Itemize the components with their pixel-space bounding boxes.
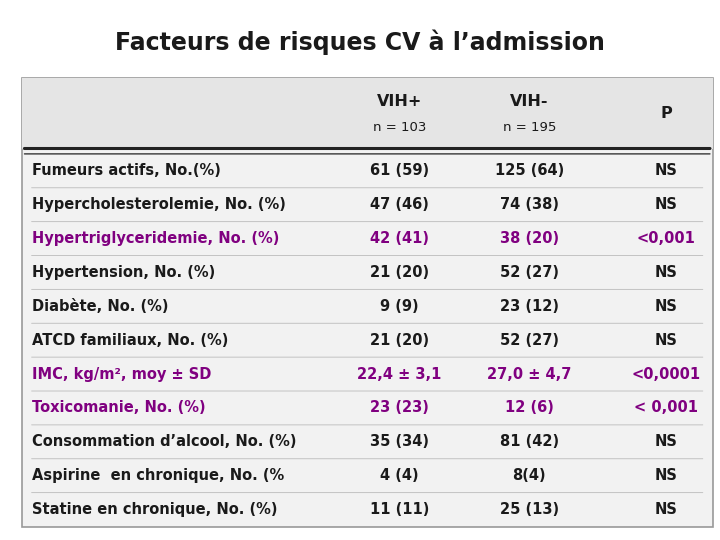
Text: NS: NS xyxy=(654,333,678,348)
Text: 8(4): 8(4) xyxy=(513,468,546,483)
Text: NS: NS xyxy=(654,434,678,449)
Text: 25 (13): 25 (13) xyxy=(500,502,559,517)
Text: NS: NS xyxy=(654,299,678,314)
Text: Hypertension, No. (%): Hypertension, No. (%) xyxy=(32,265,216,280)
Text: n = 195: n = 195 xyxy=(503,121,556,134)
Text: 35 (34): 35 (34) xyxy=(370,434,429,449)
Text: 9 (9): 9 (9) xyxy=(380,299,419,314)
Text: 21 (20): 21 (20) xyxy=(370,333,429,348)
Text: NS: NS xyxy=(654,265,678,280)
Text: Diabète, No. (%): Diabète, No. (%) xyxy=(32,299,169,314)
Text: 23 (12): 23 (12) xyxy=(500,299,559,314)
Text: 22,4 ± 3,1: 22,4 ± 3,1 xyxy=(357,367,442,382)
Text: 23 (23): 23 (23) xyxy=(370,401,429,415)
Text: n = 103: n = 103 xyxy=(373,121,426,134)
Text: Fumeurs actifs, No.(%): Fumeurs actifs, No.(%) xyxy=(32,163,221,178)
Text: NS: NS xyxy=(654,502,678,517)
Text: VIH+: VIH+ xyxy=(377,94,423,109)
Text: NS: NS xyxy=(654,197,678,212)
Text: 12 (6): 12 (6) xyxy=(505,401,554,415)
Text: <0,001: <0,001 xyxy=(636,231,696,246)
Text: Aspirine  en chronique, No. (%: Aspirine en chronique, No. (% xyxy=(32,468,284,483)
Text: 52 (27): 52 (27) xyxy=(500,333,559,348)
Text: 42 (41): 42 (41) xyxy=(370,231,429,246)
Text: P: P xyxy=(660,106,672,121)
Text: Statine en chronique, No. (%): Statine en chronique, No. (%) xyxy=(32,502,278,517)
Text: 21 (20): 21 (20) xyxy=(370,265,429,280)
Text: 4 (4): 4 (4) xyxy=(380,468,419,483)
Text: < 0,001: < 0,001 xyxy=(634,401,698,415)
Text: Consommation d’alcool, No. (%): Consommation d’alcool, No. (%) xyxy=(32,434,297,449)
Text: ATCD familiaux, No. (%): ATCD familiaux, No. (%) xyxy=(32,333,229,348)
Text: 11 (11): 11 (11) xyxy=(370,502,429,517)
Text: Facteurs de risques CV à l’admission: Facteurs de risques CV à l’admission xyxy=(115,30,605,55)
Text: <0,0001: <0,0001 xyxy=(631,367,701,382)
Text: Hypertriglyceridemie, No. (%): Hypertriglyceridemie, No. (%) xyxy=(32,231,280,246)
Text: 61 (59): 61 (59) xyxy=(370,163,429,178)
Text: NS: NS xyxy=(654,163,678,178)
Text: 81 (42): 81 (42) xyxy=(500,434,559,449)
Text: 52 (27): 52 (27) xyxy=(500,265,559,280)
Text: 125 (64): 125 (64) xyxy=(495,163,564,178)
Text: Toxicomanie, No. (%): Toxicomanie, No. (%) xyxy=(32,401,206,415)
Text: 27,0 ± 4,7: 27,0 ± 4,7 xyxy=(487,367,572,382)
Text: 47 (46): 47 (46) xyxy=(370,197,429,212)
Text: 38 (20): 38 (20) xyxy=(500,231,559,246)
Text: VIH-: VIH- xyxy=(510,94,549,109)
Text: NS: NS xyxy=(654,468,678,483)
Text: Hypercholesterolemie, No. (%): Hypercholesterolemie, No. (%) xyxy=(32,197,287,212)
Text: IMC, kg/m², moy ± SD: IMC, kg/m², moy ± SD xyxy=(32,367,212,382)
Text: 74 (38): 74 (38) xyxy=(500,197,559,212)
